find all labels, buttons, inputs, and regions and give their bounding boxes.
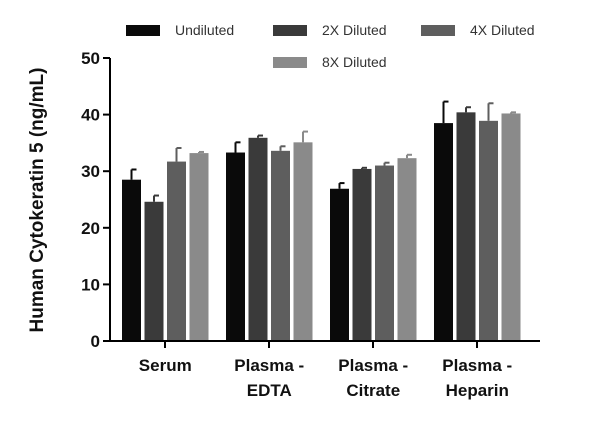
legend-swatch [273,57,307,68]
legend-label: 4X Diluted [470,22,535,38]
category-label: Plasma - [442,356,512,375]
y-tick-label: 20 [81,219,100,238]
bar-2x-diluted [352,168,372,341]
bar-2x-diluted [144,201,164,341]
bar-2x-diluted [248,137,268,341]
legend-label: 8X Diluted [322,54,387,70]
y-tick-label: 10 [81,275,100,294]
legend-swatch [126,25,160,36]
category-label: Plasma - [234,356,304,375]
bar-undiluted [122,179,141,341]
bar-4x-diluted [479,120,498,342]
bar-8x-diluted [293,142,313,341]
y-tick-label: 40 [81,106,100,125]
legend-label: 2X Diluted [322,22,387,38]
x-axis: Serum Plasma - EDTA Plasma - Citrate Plasma -… [110,340,540,400]
y-tick-label: 0 [91,332,100,351]
category-label-line2: Citrate [346,381,400,400]
legend-label: Undiluted [175,22,234,38]
category-label: Plasma - [338,356,408,375]
category-label: Serum [139,356,192,375]
bar-undiluted [330,188,349,341]
legend-item: 2X Diluted [273,22,387,38]
y-axis: 0 10 20 30 40 50 [81,49,111,351]
bar-8x-diluted [501,113,521,341]
bar-8x-diluted [397,158,417,341]
legend-item: Undiluted [126,22,234,38]
category-label-line2: Heparin [446,381,509,400]
bar-undiluted [226,152,245,341]
legend-swatch [273,25,307,36]
bar-8x-diluted [189,153,209,341]
bar-4x-diluted [375,165,394,341]
legend-item: 8X Diluted [273,54,387,70]
y-tick-label: 30 [81,162,100,181]
bar-undiluted [434,123,453,341]
bar-2x-diluted [456,112,476,341]
category-label-line2: EDTA [247,381,292,400]
y-tick-label: 50 [81,49,100,68]
bar-4x-diluted [271,150,290,341]
legend: Undiluted 2X Diluted 4X Diluted 8X Diluted [126,22,535,70]
y-axis-label: Human Cytokeratin 5 (ng/mL) [27,68,48,333]
legend-item: 4X Diluted [421,22,535,38]
bar-4x-diluted [167,161,186,341]
legend-swatch [421,25,455,36]
bars [122,100,521,342]
